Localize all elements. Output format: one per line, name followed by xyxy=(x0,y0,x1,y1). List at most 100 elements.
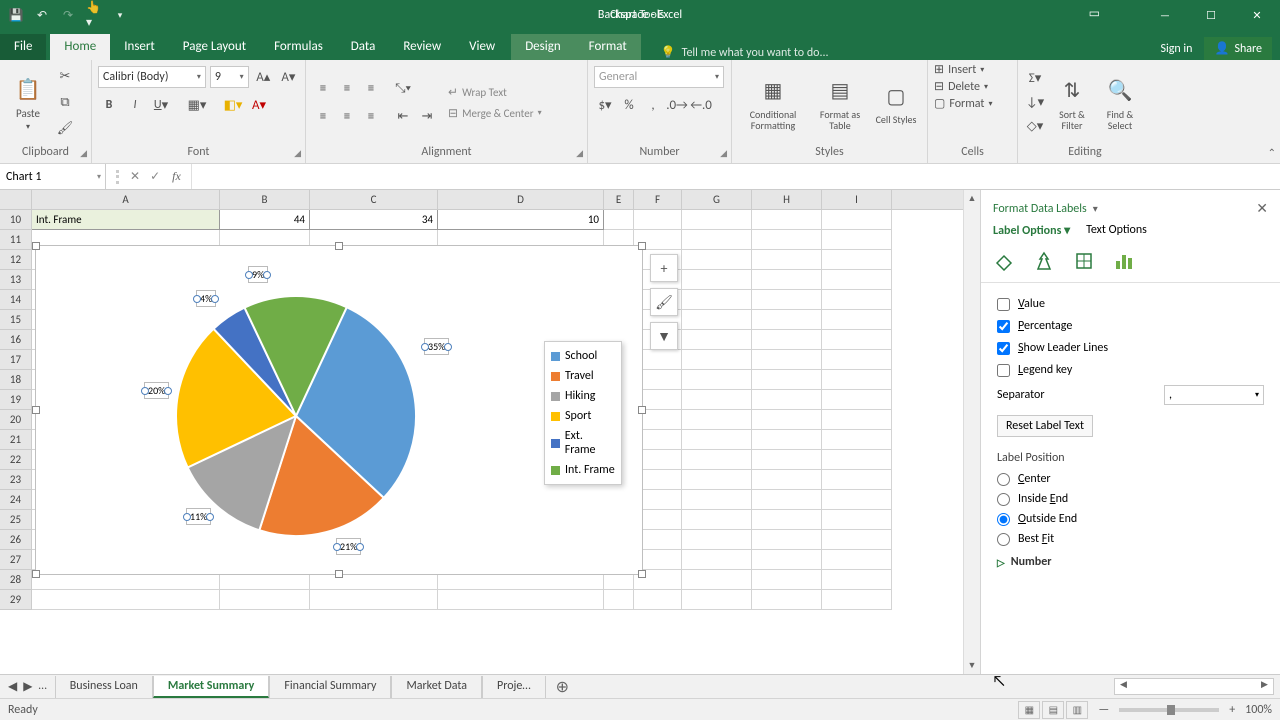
cell-styles-button[interactable]: ▢Cell Styles xyxy=(872,80,920,125)
data-label[interactable]: 11% xyxy=(186,508,211,525)
name-box[interactable]: Chart 1▾ xyxy=(0,164,106,189)
format-as-table-button[interactable]: ▤Format as Table xyxy=(812,75,868,131)
cell[interactable] xyxy=(682,550,752,570)
row-header[interactable]: 16 xyxy=(0,330,32,350)
font-name-combo[interactable]: Calibri (Body)▾ xyxy=(98,66,206,88)
share-button[interactable]: 👤 Share xyxy=(1204,37,1272,60)
cell[interactable] xyxy=(752,490,822,510)
font-size-combo[interactable]: 9▾ xyxy=(210,66,249,88)
number-format-combo[interactable]: General▾ xyxy=(594,66,724,88)
increase-font-icon[interactable]: A▴ xyxy=(253,66,274,88)
cell[interactable] xyxy=(604,210,634,230)
radio-outside-end[interactable]: Outside End xyxy=(997,509,1264,529)
cell[interactable] xyxy=(822,350,892,370)
pane-options-dropdown[interactable]: ▾ xyxy=(1093,202,1098,215)
legend-item[interactable]: Ext. Frame xyxy=(549,426,617,460)
cell[interactable]: Int. Frame xyxy=(32,210,220,230)
cell[interactable] xyxy=(752,290,822,310)
row-header[interactable]: 14 xyxy=(0,290,32,310)
cell[interactable] xyxy=(822,330,892,350)
cell[interactable] xyxy=(822,570,892,590)
font-launcher[interactable]: ◢ xyxy=(294,148,301,159)
decrease-indent-icon[interactable]: ⇤ xyxy=(392,106,414,128)
sheet-nav-prev[interactable]: ◀ xyxy=(8,679,17,694)
cell[interactable] xyxy=(822,510,892,530)
chart-legend[interactable]: SchoolTravelHikingSportExt. FrameInt. Fr… xyxy=(544,341,622,485)
cell[interactable] xyxy=(822,230,892,250)
normal-view-icon[interactable]: ▦ xyxy=(1018,701,1040,719)
tab-insert[interactable]: Insert xyxy=(110,34,169,60)
cell[interactable] xyxy=(682,470,752,490)
row-header[interactable]: 22 xyxy=(0,450,32,470)
tell-me-search[interactable]: 💡 Tell me what you want to do... xyxy=(661,45,829,60)
clear-icon[interactable]: ◇▾ xyxy=(1024,116,1046,138)
cell[interactable] xyxy=(752,330,822,350)
size-properties-icon[interactable] xyxy=(1073,250,1095,272)
row-header[interactable]: 18 xyxy=(0,370,32,390)
cell[interactable] xyxy=(682,250,752,270)
column-header[interactable]: F xyxy=(634,190,682,209)
conditional-formatting-button[interactable]: ▦Conditional Formatting xyxy=(738,75,808,131)
row-header[interactable]: 17 xyxy=(0,350,32,370)
row-header[interactable]: 20 xyxy=(0,410,32,430)
sheet-tab[interactable]: Market Data xyxy=(391,676,482,698)
undo-icon[interactable]: ↶ xyxy=(34,7,50,23)
page-layout-view-icon[interactable]: ▤ xyxy=(1042,701,1064,719)
align-left-icon[interactable]: ≡ xyxy=(312,106,334,128)
cell[interactable] xyxy=(752,450,822,470)
tab-data[interactable]: Data xyxy=(337,34,390,60)
cell[interactable] xyxy=(604,590,634,610)
find-select-button[interactable]: 🔍Find & Select xyxy=(1098,75,1142,131)
tab-review[interactable]: Review xyxy=(389,34,455,60)
row-header[interactable]: 29 xyxy=(0,590,32,610)
ribbon-display-options-icon[interactable]: ▭ xyxy=(1089,6,1100,21)
copy-button[interactable]: ⧉ xyxy=(54,92,76,114)
cell[interactable] xyxy=(438,590,604,610)
tab-format[interactable]: Format xyxy=(575,34,641,60)
cell[interactable] xyxy=(682,290,752,310)
cell[interactable] xyxy=(822,410,892,430)
row-header[interactable]: 19 xyxy=(0,390,32,410)
sheet-tab[interactable]: Market Summary xyxy=(153,676,270,698)
cell[interactable] xyxy=(752,310,822,330)
embedded-chart[interactable]: SchoolTravelHikingSportExt. FrameInt. Fr… xyxy=(35,245,643,575)
label-options-tab[interactable]: Label Options ▾ xyxy=(993,223,1070,238)
checkbox-legend-key[interactable]: Legend key xyxy=(997,359,1264,381)
maximize-button[interactable]: ☐ xyxy=(1188,0,1234,30)
cell[interactable] xyxy=(752,370,822,390)
text-options-tab[interactable]: Text Options xyxy=(1086,223,1147,238)
row-header[interactable]: 21 xyxy=(0,430,32,450)
align-center-icon[interactable]: ≡ xyxy=(336,106,358,128)
cell[interactable] xyxy=(822,590,892,610)
row-header[interactable]: 10 xyxy=(0,210,32,230)
enter-formula-icon[interactable]: ✓ xyxy=(150,169,160,184)
fill-line-icon[interactable] xyxy=(993,250,1015,272)
radio-best-fit[interactable]: Best Fit xyxy=(997,529,1264,549)
cell[interactable] xyxy=(752,590,822,610)
italic-button[interactable]: I xyxy=(124,94,146,116)
save-icon[interactable]: 💾 xyxy=(8,7,24,23)
fx-icon[interactable]: fx xyxy=(172,169,181,184)
cell[interactable] xyxy=(752,230,822,250)
orientation-icon[interactable]: ⤡▾ xyxy=(392,78,414,100)
cell[interactable] xyxy=(682,350,752,370)
chart-filters-button[interactable]: ▼ xyxy=(650,322,678,350)
tab-design[interactable]: Design xyxy=(511,34,574,60)
cell[interactable] xyxy=(752,390,822,410)
data-label[interactable]: 35% xyxy=(424,338,449,355)
cell[interactable] xyxy=(822,210,892,230)
cell[interactable] xyxy=(682,310,752,330)
data-label[interactable]: 9% xyxy=(248,266,268,283)
cell[interactable] xyxy=(752,350,822,370)
cell[interactable] xyxy=(220,590,310,610)
paste-button[interactable]: 📋 Paste ▾ xyxy=(6,73,50,132)
format-cells-button[interactable]: ▢Format ▾ xyxy=(934,96,1011,111)
row-header[interactable]: 12 xyxy=(0,250,32,270)
cell[interactable] xyxy=(682,450,752,470)
align-top-icon[interactable]: ≡ xyxy=(312,78,334,100)
sheet-nav-more[interactable]: … xyxy=(38,679,46,694)
border-button[interactable]: ▦▾ xyxy=(186,94,208,116)
cell[interactable] xyxy=(822,470,892,490)
legend-item[interactable]: Hiking xyxy=(549,386,617,406)
tab-home[interactable]: Home xyxy=(50,34,110,60)
